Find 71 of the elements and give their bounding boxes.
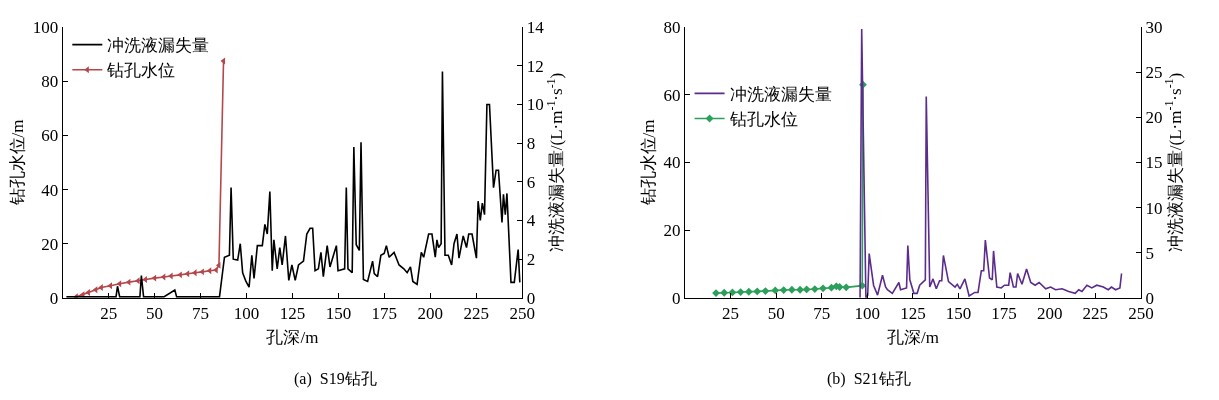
legend-label: 冲洗液漏失量 — [107, 36, 210, 56]
x-tick-label: 225 — [1082, 304, 1109, 324]
point — [796, 285, 804, 294]
y-tick-label: 40 — [41, 180, 59, 200]
y-tick-label: 20 — [41, 234, 59, 254]
y2-tick-label: 25 — [1145, 63, 1163, 83]
y-axis-title: 钻孔水位/m — [8, 119, 28, 207]
point — [744, 287, 753, 296]
point — [810, 285, 819, 293]
x-axis-title: 孔深/m — [266, 327, 319, 347]
point — [728, 288, 737, 297]
x-tick-label: 175 — [371, 304, 398, 324]
y2-tick-label: 2 — [526, 250, 536, 270]
y2-tick-label: 10 — [1145, 198, 1163, 218]
x-tick-label: 100 — [233, 304, 260, 324]
point — [720, 288, 729, 297]
x-tick-label: 50 — [146, 304, 164, 324]
x-axis-title: 孔深/m — [886, 327, 939, 347]
x-tick-label: 25 — [722, 304, 740, 324]
point — [220, 57, 226, 65]
point — [771, 286, 780, 295]
y2-tick-label: 5 — [1145, 243, 1154, 263]
y2-tick-label: 12 — [526, 56, 544, 76]
x-tick-label: 125 — [279, 304, 306, 324]
y-tick-label: 0 — [672, 288, 681, 308]
y-tick-label: 60 — [663, 85, 681, 105]
line-series — [859, 28, 1123, 298]
point — [802, 285, 811, 294]
y-axis-title: 钻孔水位/m — [639, 119, 659, 207]
y-tick-label: 100 — [32, 18, 59, 38]
y2-tick-label: 10 — [526, 95, 544, 115]
x-tick-label: 100 — [854, 304, 881, 324]
point — [787, 285, 796, 294]
point — [736, 288, 745, 296]
point — [151, 274, 157, 282]
point — [842, 283, 851, 292]
y2-tick-label: 4 — [526, 211, 536, 231]
legend-label: 钻孔水位 — [106, 61, 176, 81]
point — [819, 284, 827, 293]
x-tick-label: 175 — [991, 304, 1017, 324]
text: (b) S21钻孔 — [827, 370, 911, 388]
point — [779, 286, 788, 294]
x-tick-label: 50 — [767, 304, 785, 324]
text: (a) S19钻孔 — [294, 370, 377, 388]
x-tick-label: 200 — [1036, 304, 1063, 324]
point — [753, 287, 762, 296]
y-tick-label: 0 — [49, 288, 59, 308]
point — [712, 289, 720, 298]
y2-tick-label: 15 — [1145, 153, 1163, 173]
x-tick-label: 75 — [813, 304, 831, 324]
legend-label: 钻孔水位 — [728, 110, 798, 130]
y-tick-label: 60 — [41, 126, 59, 146]
y2-tick-label: 14 — [526, 18, 545, 38]
y2-tick-label: 30 — [1145, 18, 1163, 38]
x-tick-label: 150 — [945, 304, 972, 324]
y-tick-label: 80 — [663, 18, 681, 38]
y-tick-label: 20 — [663, 221, 681, 241]
y-tick-label: 80 — [41, 72, 59, 92]
y2-tick-label: 6 — [526, 172, 536, 192]
y2-tick-label: 8 — [526, 134, 536, 154]
x-tick-label: 75 — [192, 304, 210, 324]
legend-label: 冲洗液漏失量 — [729, 85, 832, 105]
x-tick-label: 25 — [100, 304, 118, 324]
x-tick-label: 200 — [417, 304, 444, 324]
y2-tick-label: 20 — [1145, 108, 1163, 128]
y-tick-label: 40 — [663, 153, 681, 173]
x-tick-label: 225 — [463, 304, 489, 324]
point — [761, 287, 770, 295]
x-tick-label: 150 — [325, 304, 352, 324]
x-tick-label: 125 — [900, 304, 926, 324]
point — [827, 283, 836, 292]
